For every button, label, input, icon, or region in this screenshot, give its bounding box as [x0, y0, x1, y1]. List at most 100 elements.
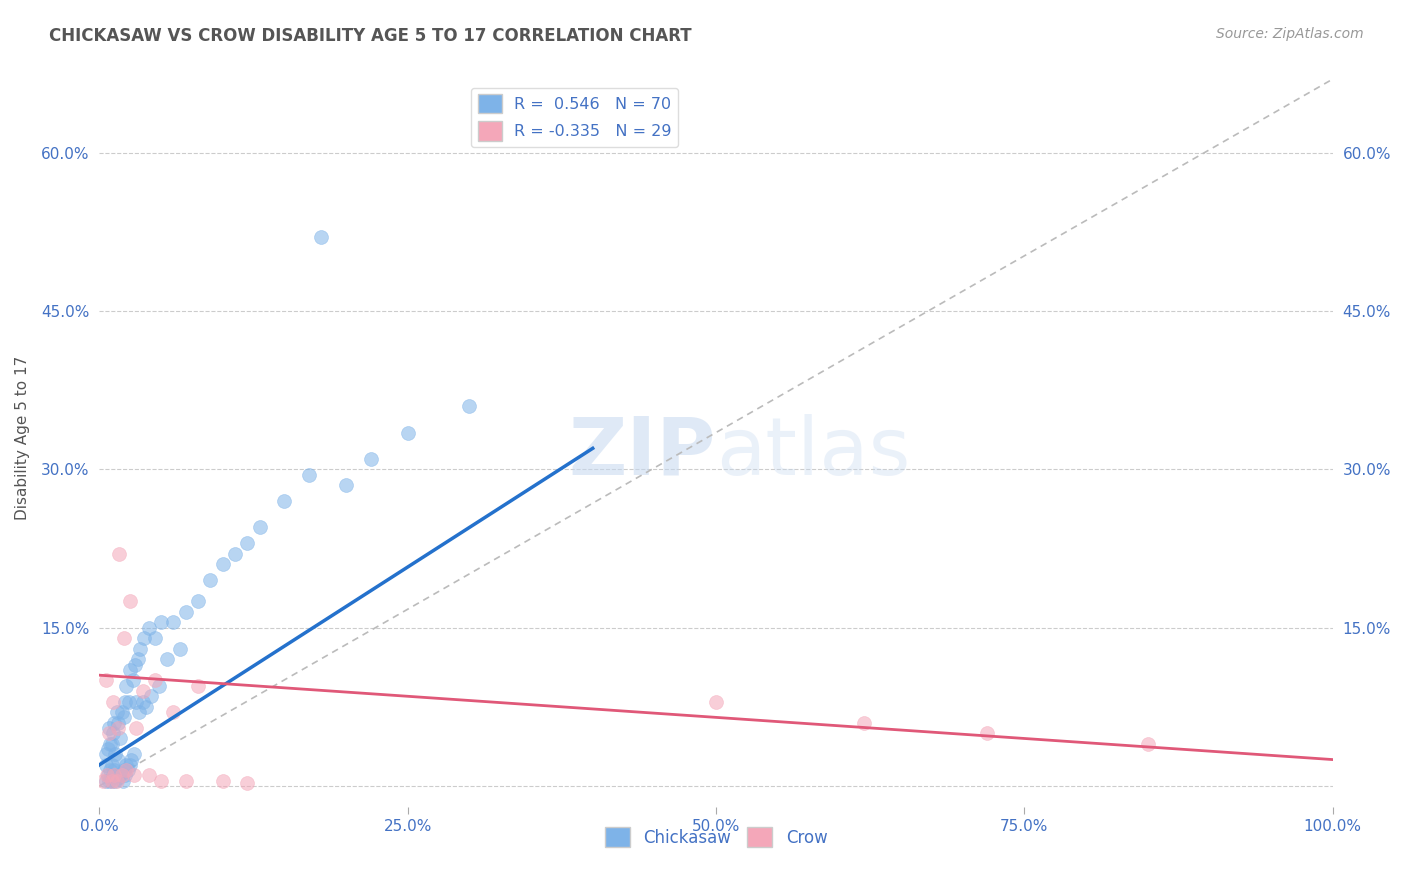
Point: [103, 763, 125, 777]
Point: [108, 547, 131, 561]
Point: [273, 494, 295, 508]
Point: [105, 705, 128, 719]
Point: [115, 679, 138, 693]
Point: [110, 731, 132, 746]
Point: [122, 768, 145, 782]
Point: [110, 768, 132, 782]
Point: [107, 721, 129, 735]
Point: [96, 768, 118, 782]
Point: [120, 753, 142, 767]
Point: [143, 632, 166, 646]
Point: [131, 684, 153, 698]
Point: [138, 621, 160, 635]
Point: [114, 768, 136, 782]
Point: [120, 663, 142, 677]
Point: [139, 690, 162, 704]
Point: [104, 747, 127, 762]
Point: [138, 768, 160, 782]
Point: [128, 705, 150, 719]
Point: [211, 558, 233, 572]
Point: [94, 757, 117, 772]
Point: [174, 773, 197, 788]
Point: [100, 737, 122, 751]
Point: [236, 536, 259, 550]
Point: [112, 710, 135, 724]
Point: [114, 694, 136, 708]
Text: ZIP: ZIP: [569, 414, 716, 491]
Point: [1136, 737, 1159, 751]
Point: [110, 705, 132, 719]
Point: [150, 615, 173, 630]
Point: [101, 768, 124, 782]
Point: [211, 773, 233, 788]
Text: CHICKASAW VS CROW DISABILITY AGE 5 TO 17 CORRELATION CHART: CHICKASAW VS CROW DISABILITY AGE 5 TO 17…: [49, 27, 692, 45]
Point: [98, 726, 121, 740]
Point: [91, 773, 114, 788]
Point: [98, 721, 121, 735]
Point: [112, 763, 135, 777]
Point: [115, 763, 138, 777]
Point: [118, 694, 141, 708]
Point: [187, 679, 209, 693]
Point: [124, 657, 146, 672]
Point: [187, 594, 209, 608]
Point: [94, 673, 117, 688]
Point: [311, 230, 333, 244]
Point: [131, 694, 153, 708]
Point: [111, 773, 134, 788]
Point: [94, 773, 117, 788]
Point: [94, 747, 117, 762]
Point: [156, 652, 179, 666]
Point: [335, 478, 357, 492]
Point: [169, 641, 191, 656]
Point: [200, 573, 222, 587]
Text: Source: ZipAtlas.com: Source: ZipAtlas.com: [1216, 27, 1364, 41]
Point: [121, 673, 143, 688]
Point: [148, 679, 170, 693]
Text: atlas: atlas: [716, 414, 911, 491]
Point: [107, 715, 129, 730]
Point: [129, 641, 152, 656]
Point: [704, 694, 727, 708]
Point: [100, 773, 122, 788]
Point: [143, 673, 166, 688]
Legend: Chickasaw, Crow: Chickasaw, Crow: [598, 821, 834, 855]
Point: [360, 451, 382, 466]
Point: [107, 753, 129, 767]
Point: [112, 632, 135, 646]
Point: [150, 773, 173, 788]
Point: [458, 399, 481, 413]
Point: [249, 520, 271, 534]
Point: [100, 773, 122, 788]
Point: [174, 605, 197, 619]
Point: [125, 721, 148, 735]
Point: [110, 766, 132, 780]
Point: [97, 742, 120, 756]
Point: [104, 773, 127, 788]
Point: [108, 768, 131, 782]
Point: [125, 694, 148, 708]
Point: [101, 726, 124, 740]
Point: [117, 763, 139, 777]
Point: [103, 768, 125, 782]
Point: [396, 425, 419, 440]
Point: [298, 467, 321, 482]
Point: [100, 757, 122, 772]
Point: [162, 615, 184, 630]
Point: [97, 768, 120, 782]
Point: [105, 773, 128, 788]
Point: [132, 632, 155, 646]
Point: [853, 715, 876, 730]
Point: [976, 726, 998, 740]
Point: [107, 771, 129, 785]
Point: [135, 699, 157, 714]
Point: [100, 763, 122, 777]
Point: [122, 747, 145, 762]
Point: [127, 652, 149, 666]
Point: [100, 737, 122, 751]
Point: [162, 705, 184, 719]
Point: [120, 594, 142, 608]
Point: [103, 715, 125, 730]
Point: [101, 694, 124, 708]
Point: [115, 757, 138, 772]
